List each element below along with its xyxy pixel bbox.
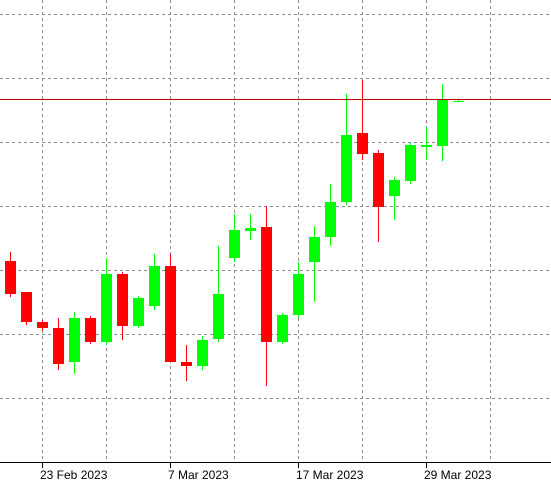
body: [101, 274, 112, 342]
x-tick-label: 17 Mar 2023: [296, 468, 364, 482]
body: [149, 266, 160, 306]
body: [293, 274, 304, 315]
body: [197, 340, 208, 366]
body: [69, 318, 80, 362]
body: [229, 230, 240, 258]
body: [405, 145, 416, 181]
x-tick-label: 23 Feb 2023: [40, 468, 108, 482]
body: [85, 318, 96, 342]
body: [421, 145, 432, 147]
body: [21, 292, 32, 322]
body: [133, 298, 144, 326]
body: [37, 322, 48, 328]
body: [245, 228, 256, 231]
body: [357, 133, 368, 154]
body: [261, 227, 272, 342]
body: [5, 261, 16, 294]
body: [213, 294, 224, 339]
body: [437, 100, 448, 146]
body: [53, 328, 64, 364]
body: [165, 266, 176, 362]
body: [453, 101, 464, 102]
body: [341, 135, 352, 202]
body: [389, 180, 400, 196]
axis-area: [0, 462, 551, 499]
body: [325, 202, 336, 237]
body: [277, 315, 288, 342]
x-tick-label: 7 Mar 2023: [168, 468, 229, 482]
body: [309, 237, 320, 262]
body: [117, 274, 128, 326]
x-tick-label: 29 Mar 2023: [424, 468, 492, 482]
body: [181, 362, 192, 366]
body: [373, 153, 384, 207]
